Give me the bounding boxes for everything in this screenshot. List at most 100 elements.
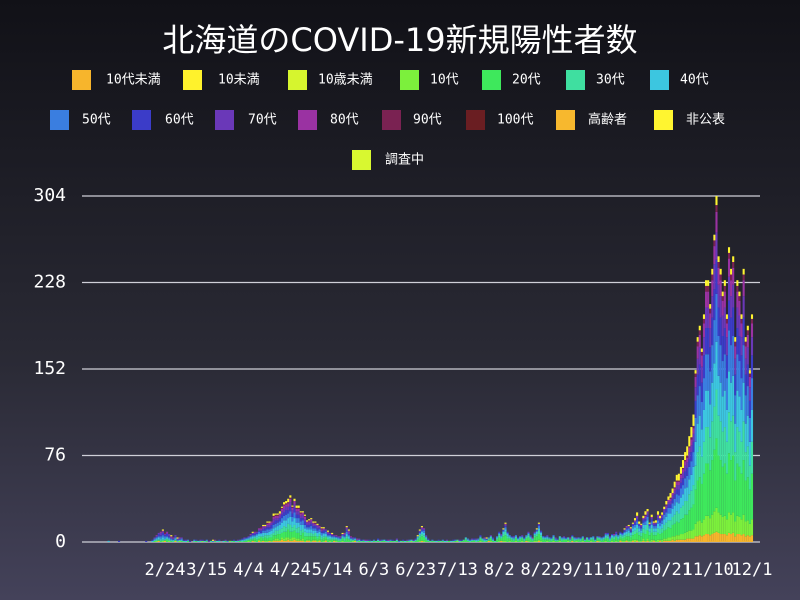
bar-segment — [719, 421, 722, 461]
bar-segment — [615, 540, 618, 542]
bar-segment — [414, 538, 417, 540]
bar-segment — [297, 538, 300, 541]
bar-segment — [337, 539, 340, 541]
bar-segment — [730, 280, 733, 297]
bar-segment — [669, 537, 672, 541]
bar-segment — [395, 539, 398, 541]
bar-segment — [514, 536, 517, 538]
bar-segment — [383, 539, 386, 541]
bar-segment — [276, 538, 279, 541]
bar-segment — [180, 538, 183, 540]
bar-segment — [418, 535, 421, 538]
bar-segment — [542, 538, 545, 540]
bar-segment — [554, 538, 557, 540]
bar-segment — [519, 538, 522, 540]
bar-segment — [257, 528, 261, 530]
bar-segment — [293, 524, 296, 531]
bar-segment — [276, 513, 279, 515]
bar-segment — [291, 516, 294, 522]
bar-segment — [285, 537, 288, 541]
bar-segment — [366, 540, 369, 542]
bar-segment — [625, 527, 628, 529]
bar-segment — [713, 320, 716, 364]
bar-segment — [723, 291, 726, 308]
bar-segment — [746, 446, 749, 478]
bar-segment — [153, 537, 156, 539]
bar-segment — [377, 538, 380, 540]
bar-segment — [598, 540, 601, 542]
bar-segment — [180, 537, 183, 539]
bar-segment — [170, 537, 173, 539]
bar-segment — [366, 539, 369, 541]
bar-segment — [684, 461, 687, 466]
bar-segment — [592, 537, 595, 539]
bar-segment — [652, 539, 655, 541]
bar-segment — [698, 386, 701, 416]
bar-segment — [644, 514, 647, 516]
bar-segment — [669, 520, 672, 529]
bar-segment — [711, 274, 714, 281]
bar-segment — [625, 526, 628, 528]
bar-segment — [750, 355, 754, 379]
bar-segment — [679, 497, 683, 508]
legend-swatch — [288, 70, 307, 90]
bar-segment — [562, 538, 566, 540]
bar-segment — [539, 540, 543, 542]
bar-segment — [686, 501, 689, 515]
bar-segment — [285, 501, 288, 504]
bar-segment — [159, 539, 162, 541]
bar-segment — [299, 535, 302, 540]
bar-segment — [479, 536, 482, 538]
bar-segment — [487, 539, 490, 541]
x-tick-label: 2/24 — [145, 560, 186, 580]
bar-segment — [180, 539, 183, 541]
bar-segment — [374, 540, 378, 542]
bar-segment — [406, 540, 409, 542]
bar-segment — [723, 328, 726, 355]
bar-segment — [308, 527, 311, 530]
bar-segment — [295, 507, 298, 509]
bar-segment — [571, 540, 574, 542]
bar-segment — [295, 511, 298, 515]
bar-segment — [420, 530, 423, 532]
bar-segment — [391, 539, 394, 541]
bar-segment — [412, 540, 415, 542]
bar-segment — [306, 521, 309, 523]
bar-segment — [266, 540, 269, 542]
bar-segment — [688, 510, 691, 531]
bar-segment — [224, 540, 227, 542]
bar-segment — [713, 363, 716, 407]
bar-segment — [347, 536, 350, 539]
bar-segment — [247, 536, 250, 538]
bar-segment — [742, 274, 745, 281]
bar-segment — [285, 520, 288, 528]
bar-segment — [266, 521, 269, 523]
bar-segment — [264, 537, 267, 541]
bar-segment — [303, 524, 307, 529]
bar-segment — [738, 335, 741, 362]
bar-segment — [633, 539, 637, 542]
bar-segment — [354, 537, 357, 539]
bar-segment — [280, 507, 284, 509]
bar-segment — [521, 538, 524, 541]
bar-segment — [324, 536, 327, 538]
legend-swatch — [482, 70, 501, 90]
bar-segment — [679, 473, 683, 475]
bar-segment — [193, 540, 196, 542]
bar-segment — [636, 515, 639, 517]
bar-segment — [257, 540, 261, 542]
bar-segment — [732, 256, 735, 263]
bar-segment — [740, 314, 743, 319]
bar-segment — [704, 534, 708, 542]
bar-segment — [270, 540, 273, 542]
bar-segment — [320, 530, 323, 532]
bar-segment — [742, 345, 745, 383]
bar-segment — [744, 374, 747, 396]
grid — [82, 195, 760, 543]
bar-segment — [738, 466, 741, 517]
bar-segment — [301, 518, 304, 521]
bar-segment — [656, 514, 660, 516]
bar-segment — [721, 300, 724, 316]
bar-segment — [546, 539, 549, 541]
bar-segment — [675, 480, 678, 482]
